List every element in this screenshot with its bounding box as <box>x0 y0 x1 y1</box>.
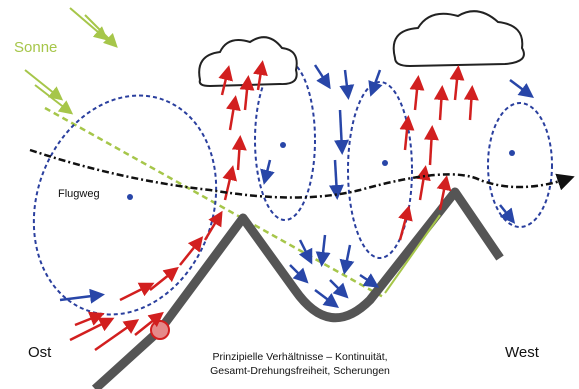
updraft-arrow <box>75 315 100 325</box>
updraft-arrow <box>440 90 442 120</box>
flight-path-label: Flugweg <box>58 188 100 200</box>
updraft-arrow <box>400 210 408 240</box>
updraft-arrow <box>470 90 472 120</box>
circulations <box>4 60 552 340</box>
downdraft-arrow <box>510 80 530 95</box>
downdraft-arrow <box>315 290 335 305</box>
diagram: Sonne Flugweg Ost West Prinzipielle Verh… <box>0 0 579 389</box>
caption-line: Gesamt-Drehungsfreiheit, Scherungen <box>210 365 390 377</box>
sun-label: Sonne <box>14 39 57 56</box>
updraft-arrow <box>238 140 240 170</box>
updraft-arrow <box>180 240 200 265</box>
cloud <box>394 11 524 66</box>
updraft-arrow <box>455 70 458 100</box>
downdraft-arrow <box>345 245 350 270</box>
updraft-arrow <box>405 120 408 150</box>
caption-line: Prinzipielle Verhältnisse – Kontinuität, <box>212 351 387 363</box>
wind-arrows <box>60 65 530 350</box>
sun-rays <box>25 8 115 112</box>
downdraft-arrow <box>500 205 512 220</box>
updraft-arrow <box>150 270 175 290</box>
downdraft-arrow <box>335 160 337 195</box>
downdraft-arrow <box>330 280 345 295</box>
cloud <box>199 37 297 86</box>
downdraft-arrow <box>360 275 375 285</box>
updraft-arrow <box>230 100 235 130</box>
east-label: Ost <box>28 344 52 361</box>
downdraft-arrow <box>290 265 305 280</box>
updraft-arrow <box>430 130 432 165</box>
heat-source <box>151 321 169 339</box>
downdraft-arrow <box>372 70 380 92</box>
updraft-arrow <box>225 170 232 200</box>
west-label: West <box>505 344 540 361</box>
downdraft-arrow <box>345 70 348 95</box>
downdraft-arrow <box>60 295 100 300</box>
updraft-arrow <box>415 80 418 110</box>
updraft-arrow <box>420 170 425 200</box>
updraft-arrow <box>95 322 135 350</box>
downdraft-arrow <box>340 110 342 150</box>
downdraft-arrow <box>315 65 328 85</box>
updraft-arrow <box>70 320 110 340</box>
updraft-arrow <box>120 285 150 300</box>
downdraft-arrow <box>322 235 325 262</box>
slope-highlight <box>385 215 440 293</box>
downdraft-arrow <box>265 160 270 180</box>
